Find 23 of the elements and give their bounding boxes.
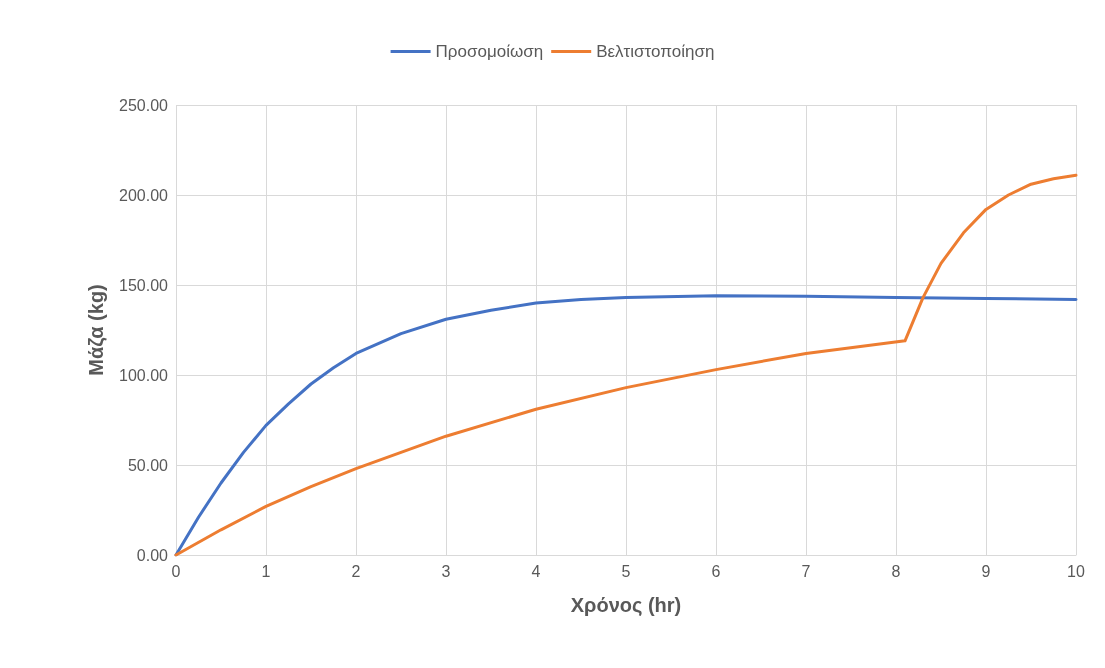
x-axis-title: Χρόνος (hr) — [570, 594, 682, 616]
y-tick-label: 100.00 — [119, 366, 169, 384]
y-tick-label: 0.00 — [136, 546, 169, 564]
x-tick-label: 0 — [171, 562, 181, 580]
legend-label: Προσομοίωση — [435, 42, 544, 61]
x-tick-label: 1 — [261, 562, 271, 580]
x-tick-label: 2 — [351, 562, 361, 580]
x-tick-label: 6 — [711, 562, 721, 580]
x-tick-label: 7 — [801, 562, 811, 580]
x-tick-label: 4 — [531, 562, 541, 580]
x-tick-label: 5 — [621, 562, 631, 580]
line-series — [174, 294, 1078, 557]
y-axis-title: Μάζα (kg) — [85, 284, 107, 376]
y-tick-label: 200.00 — [119, 186, 169, 204]
x-tick-label: 10 — [1067, 562, 1085, 580]
legend-label: Βελτιστοποίηση — [596, 42, 715, 61]
x-tick-label: 9 — [981, 562, 991, 580]
line-series — [174, 173, 1078, 557]
x-tick-label: 3 — [441, 562, 451, 580]
y-tick-label: 250.00 — [119, 96, 169, 114]
y-tick-label: 50.00 — [127, 456, 169, 474]
x-tick-label: 8 — [891, 562, 901, 580]
y-tick-label: 150.00 — [119, 276, 169, 294]
